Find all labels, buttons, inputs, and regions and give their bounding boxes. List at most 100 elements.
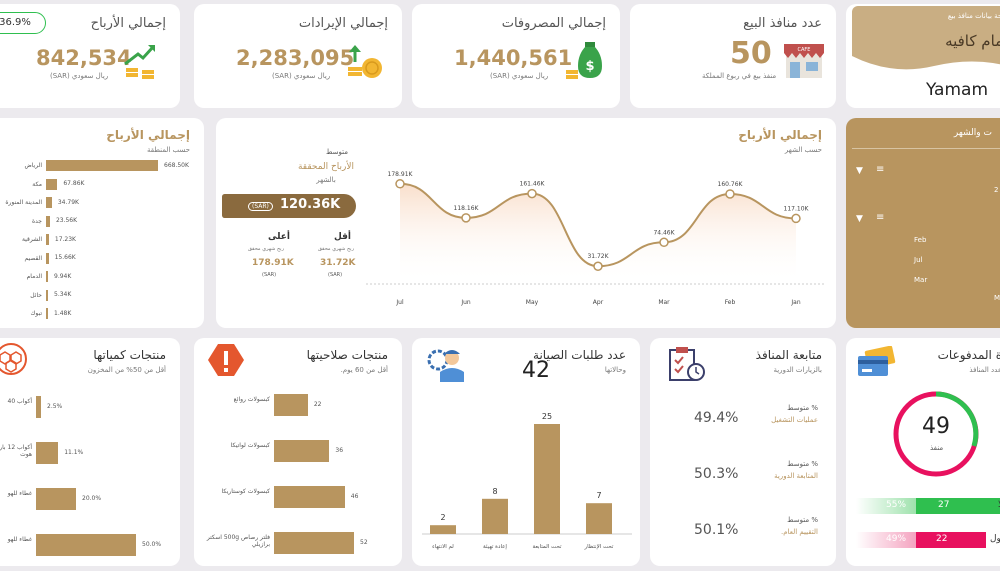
bar-value-label: 11.1% <box>64 449 84 456</box>
month-option[interactable]: Mar <box>914 276 928 284</box>
filter-title: ت والشهر <box>953 128 992 138</box>
x-tick-label: لم الانتهاء <box>432 544 454 550</box>
x-tick-label: Jan <box>790 299 800 306</box>
bar <box>46 215 50 227</box>
bar <box>36 396 41 418</box>
bar-value-label: 8 <box>492 487 497 496</box>
kpi-title: عدد منافذ البيع <box>743 16 822 31</box>
kpi-unit: ريال سعودي (SAR) <box>50 72 109 80</box>
bar <box>46 308 48 319</box>
kpi-value: 1,440,561 <box>454 46 573 70</box>
kpi-value: 2,283,095 <box>236 46 355 70</box>
low-label: أقل <box>334 232 352 242</box>
gauge-label: منفذ <box>930 444 944 452</box>
hexagon-boxes-icon <box>0 343 27 375</box>
bar-value-label: 36 <box>335 447 344 454</box>
item-prefix: % متوسط <box>787 516 818 524</box>
section-title: منتجات كمياتها <box>93 348 166 362</box>
data-point <box>461 213 471 223</box>
data-label: 117.10K <box>784 205 810 212</box>
money-bag-icon: $ <box>566 42 602 79</box>
bar-value-label: 46 <box>350 493 359 500</box>
bar-category-label: المدينة المنورة <box>5 199 42 206</box>
payment-row-paid: 55% 27 لا <box>856 498 1000 514</box>
bar-category-label: أكواب 40 <box>7 398 33 405</box>
avg-period: بالشهر <box>316 176 336 184</box>
kpi-card-profits: 36.9% إجمالي الأرباح 842,534 ريال سعودي … <box>0 4 180 108</box>
bar <box>46 234 49 245</box>
section-subtitle: وحالاتها <box>604 366 626 374</box>
data-point <box>791 213 801 224</box>
gauge-value: 49 <box>922 414 950 439</box>
x-tick-label: Jun <box>460 299 471 306</box>
section-title: ة المدفوعات <box>937 348 1000 362</box>
kpi-card-expenses: إجمالي المصروفات 1,440,561 ريال سعودي (S… <box>412 4 620 108</box>
kpi-title: إجمالي الأرباح <box>90 16 166 31</box>
bar-category-label: غطاء للهو <box>7 536 32 543</box>
data-point <box>527 188 537 199</box>
bar-value-label: 34.79K <box>57 198 79 206</box>
expiry-products-card: منتجات صلاحيتها أقل من 60 يوم. كبسولات ر… <box>194 338 402 566</box>
list-icon-1[interactable]: ≡ <box>876 164 885 175</box>
bar-category-label: الدمام <box>26 273 42 280</box>
profit-margin-badge: 36.9% <box>0 12 46 34</box>
bar-value-label: 15.66K <box>54 254 76 261</box>
bar-value-label: 668.50K <box>164 161 189 169</box>
x-tick-label: تحت الإنتظار <box>584 544 614 550</box>
technician-icon <box>427 349 464 382</box>
filter-panel: ت والشهر ▼ ≡ ▼ ≡ Feb Jul Mar 2 M <box>846 118 1000 328</box>
avg-value-pill: (SAR) 120.36K <box>222 194 356 218</box>
item-label: عمليات التشغيل <box>771 416 818 424</box>
bar <box>274 532 354 554</box>
bar-value-label: 2.5% <box>47 403 63 410</box>
x-tick-label: إعادة تهيئة <box>483 544 507 550</box>
data-label: 160.76K <box>718 181 744 188</box>
bar-value-label: 25 <box>542 412 552 421</box>
filter-mark[interactable]: M <box>994 294 1000 302</box>
bar-category-label: حائل <box>30 291 42 299</box>
bar-value-label: 7 <box>596 491 601 500</box>
month-option[interactable]: Jul <box>914 256 923 264</box>
data-point <box>725 189 735 199</box>
bar-category-label: كبسولات كوستاريكا <box>221 488 270 495</box>
region-profit-card: إجمالي الأرباح حسب المنطقة الرياض 668.50K… <box>0 118 204 328</box>
bar <box>46 271 48 282</box>
list-icon-2[interactable]: ≡ <box>876 212 885 223</box>
bar-value-label: 52 <box>360 539 368 546</box>
x-tick-label: Feb <box>725 299 736 306</box>
kpi-value: 842,534 <box>36 46 132 70</box>
data-label: 118.16K <box>454 205 480 212</box>
paid-bar <box>916 498 1000 514</box>
brand-wave <box>852 56 1000 76</box>
bar <box>430 525 456 534</box>
bar-category-label: جدة <box>31 217 42 225</box>
pending-bar-bg <box>856 532 916 548</box>
qty-products-card: منتجات كمياتها أقل من 50% من المخزون أكو… <box>0 338 180 566</box>
filter-icon-2[interactable]: ▼ <box>856 214 863 224</box>
section-title: إجمالي الأرباح <box>106 128 190 142</box>
kpi-title: إجمالي الإيرادات <box>298 16 388 31</box>
clipboard-clock-icon <box>669 347 705 381</box>
bar-category-label: الرياض <box>24 162 42 169</box>
bar-value-label: 23.56K <box>55 217 78 224</box>
bar-category-label: غطاء للهو <box>7 490 32 497</box>
bar-category-label: كبسولات روائع <box>233 396 270 403</box>
bar-value-label: 17.23K <box>54 235 76 243</box>
bar-value-label: 22 <box>313 401 322 408</box>
pending-count: 22 <box>936 534 948 544</box>
pending-pct: 49% <box>886 534 907 544</box>
bar <box>274 486 345 508</box>
bar <box>46 252 49 264</box>
section-subtitle: عدد المنافذ <box>969 366 1000 374</box>
credit-card-icon <box>858 346 896 376</box>
bar-category-label: الشرقية <box>21 236 42 243</box>
filter-mark[interactable]: 2 <box>994 186 999 194</box>
item-label: المتابعة الدورية <box>774 472 818 480</box>
low-sub: ربح شهري محقق <box>318 246 354 252</box>
month-option[interactable]: Feb <box>914 236 927 244</box>
bar <box>46 160 158 171</box>
filter-icon-1[interactable]: ▼ <box>856 166 863 176</box>
data-point <box>593 261 603 271</box>
section-subtitle: أقل من 50% من المخزون <box>87 366 166 374</box>
item-value: 49.4% <box>694 410 739 426</box>
